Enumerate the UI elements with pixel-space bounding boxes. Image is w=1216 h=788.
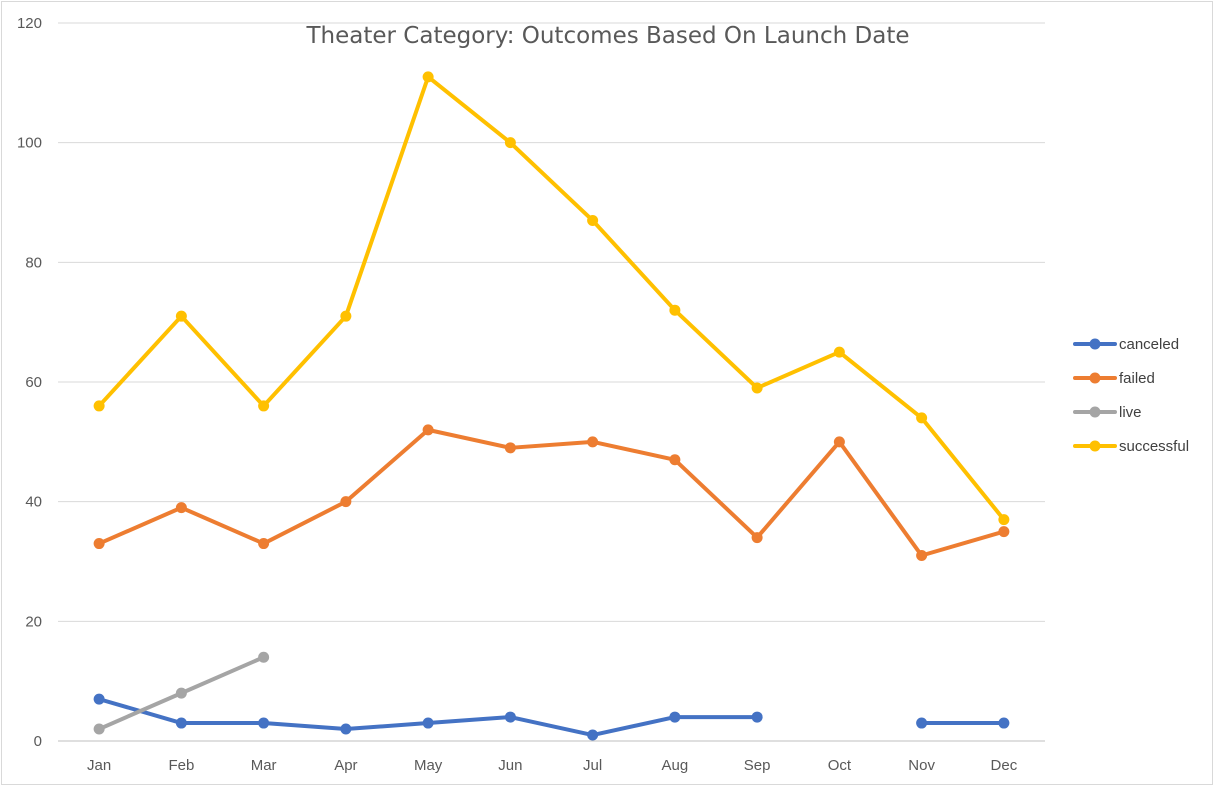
data-point-successful	[998, 514, 1010, 526]
data-point-canceled	[93, 693, 105, 705]
data-point-canceled	[998, 717, 1010, 729]
series-line-successful	[97, 74, 1006, 522]
data-point-failed	[833, 436, 845, 448]
data-point-live	[258, 651, 270, 663]
x-tick-label: Aug	[662, 757, 689, 774]
data-point-failed	[340, 496, 352, 508]
data-point-failed	[587, 436, 599, 448]
data-point-failed	[175, 502, 187, 514]
data-point-successful	[504, 137, 516, 149]
data-point-successful	[669, 304, 681, 316]
data-point-canceled	[751, 711, 763, 723]
y-tick-label: 100	[17, 135, 42, 152]
legend-swatch-marker	[1089, 440, 1101, 452]
y-tick-label: 80	[25, 254, 42, 271]
x-tick-label: Dec	[991, 757, 1018, 774]
data-point-failed	[422, 424, 434, 436]
x-tick-label: Jul	[583, 757, 602, 774]
x-tick-label: Oct	[828, 757, 852, 774]
data-point-live	[175, 687, 187, 699]
data-point-canceled	[422, 717, 434, 729]
series-line-canceled	[97, 697, 760, 738]
data-point-successful	[340, 310, 352, 322]
series-successful	[93, 71, 1010, 526]
data-point-successful	[916, 412, 928, 424]
series-line-failed	[97, 427, 1006, 558]
legend-label: live	[1119, 404, 1142, 421]
x-tick-label: Sep	[744, 757, 771, 774]
data-point-live	[93, 723, 105, 735]
legend-item-canceled: canceled	[1073, 336, 1179, 353]
series-failed	[93, 424, 1010, 562]
data-point-successful	[258, 400, 270, 412]
legend-item-failed: failed	[1073, 370, 1155, 387]
data-point-failed	[504, 442, 516, 454]
data-point-successful	[751, 382, 763, 394]
data-point-failed	[916, 550, 928, 562]
legend-label: failed	[1119, 370, 1155, 387]
data-point-failed	[669, 454, 681, 466]
y-tick-label: 20	[25, 613, 42, 630]
x-tick-label: Feb	[168, 757, 194, 774]
series-live	[93, 651, 270, 735]
legend: canceled failed live successful	[1073, 336, 1189, 455]
x-tick-label: Apr	[334, 757, 357, 774]
data-point-failed	[751, 532, 763, 544]
data-point-successful	[93, 400, 105, 412]
legend-item-successful: successful	[1073, 438, 1189, 455]
legend-label: successful	[1119, 438, 1189, 455]
legend-swatch-marker	[1089, 338, 1101, 350]
data-point-canceled	[175, 717, 187, 729]
data-point-canceled	[916, 717, 928, 729]
data-point-successful	[175, 310, 187, 322]
x-tick-label: May	[414, 757, 443, 774]
gridlines	[58, 22, 1045, 742]
legend-swatch-marker	[1089, 372, 1101, 384]
legend-swatch-marker	[1089, 406, 1101, 418]
x-tick-label: Nov	[908, 757, 935, 774]
data-point-failed	[93, 538, 105, 550]
data-point-failed	[998, 526, 1010, 538]
x-axis-ticks: Jan Feb Mar Apr May Jun Jul Aug Sep Oct Nov Dec	[87, 757, 1018, 774]
data-point-successful	[422, 71, 434, 83]
x-tick-label: Mar	[251, 757, 277, 774]
data-point-canceled	[340, 723, 352, 735]
series-lines	[93, 71, 1010, 741]
data-point-canceled	[258, 717, 270, 729]
y-tick-label: 40	[25, 494, 42, 511]
x-tick-label: Jun	[498, 757, 522, 774]
y-tick-label: 60	[25, 374, 42, 391]
data-point-failed	[258, 538, 270, 550]
data-point-canceled	[504, 711, 516, 723]
y-tick-label: 0	[34, 733, 42, 750]
legend-item-live: live	[1073, 404, 1142, 421]
y-tick-label: 120	[17, 15, 42, 32]
series-canceled	[93, 693, 1010, 741]
data-point-successful	[587, 214, 599, 226]
data-point-canceled	[669, 711, 681, 723]
legend-label: canceled	[1119, 336, 1179, 353]
data-point-canceled	[587, 729, 599, 741]
data-point-successful	[833, 346, 845, 358]
y-axis-ticks: 0 20 40 60 80 100 120	[17, 15, 42, 750]
x-tick-label: Jan	[87, 757, 111, 774]
chart-title: Theater Category: Outcomes Based On Laun…	[306, 23, 910, 49]
